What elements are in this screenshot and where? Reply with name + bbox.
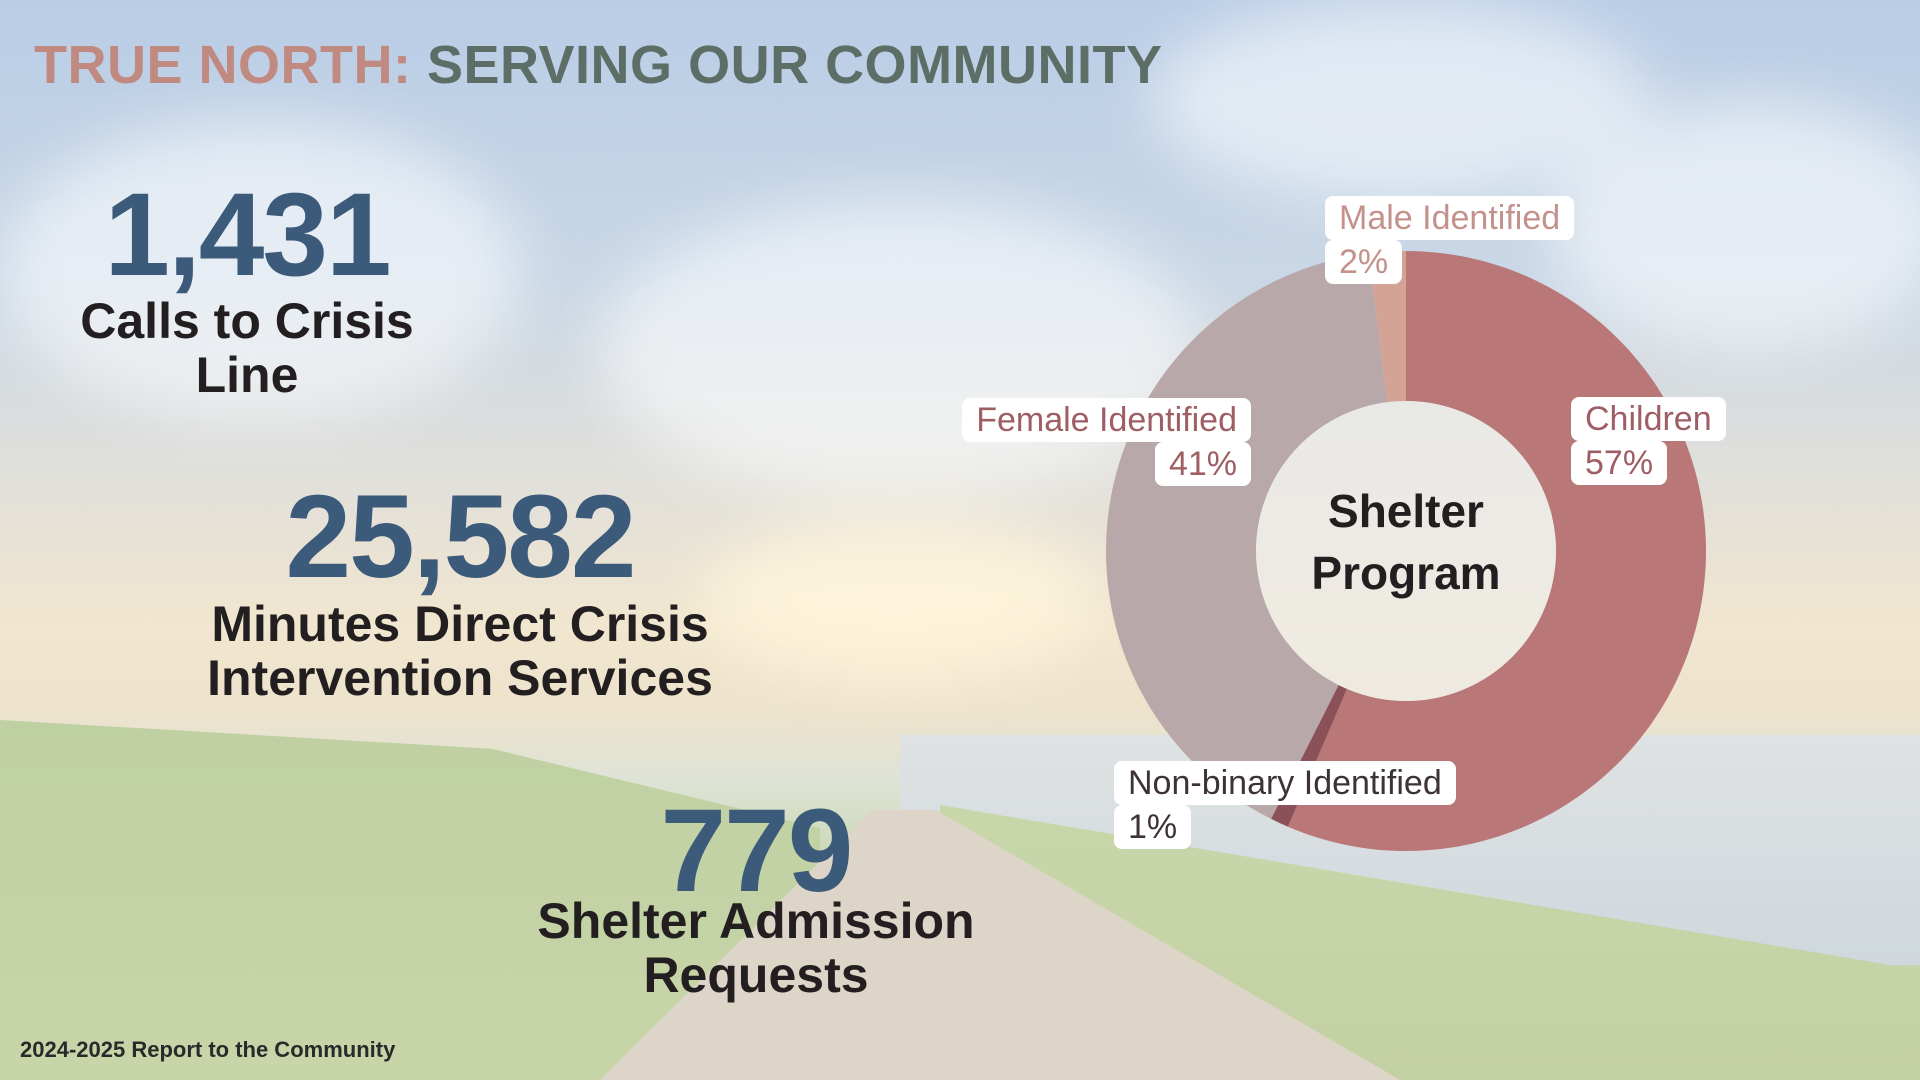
sun-glow xyxy=(700,520,1100,680)
label-value: 2% xyxy=(1325,240,1403,284)
cloud xyxy=(600,200,1200,500)
caption-line: Calls to Crisis xyxy=(80,293,414,349)
stat-value-shelter: 779 xyxy=(660,785,854,917)
donut-center-label: Shelter Program xyxy=(1256,480,1556,604)
stat-value-minutes: 25,582 xyxy=(285,471,637,603)
label-male: Male Identified 2% xyxy=(1325,196,1575,284)
stat-caption-calls: Calls to Crisis Line xyxy=(20,294,474,402)
label-name: Male Identified xyxy=(1325,196,1575,240)
label-name: Non-binary Identified xyxy=(1114,761,1456,805)
caption-line: Intervention Services xyxy=(207,650,713,706)
caption-line: Requests xyxy=(643,947,869,1003)
center-label-line: Shelter xyxy=(1328,485,1484,537)
stat-caption-shelter: Shelter Admission Requests xyxy=(456,894,1056,1002)
caption-line: Shelter Admission xyxy=(537,893,975,949)
donut-hole xyxy=(1256,401,1556,701)
label-children: Children 57% xyxy=(1571,397,1726,485)
cloud xyxy=(1550,100,1920,350)
label-value: 41% xyxy=(1154,442,1251,486)
label-name: Children xyxy=(1571,397,1726,441)
label-value: 1% xyxy=(1114,805,1192,849)
footer: 2024-2025 Report to the Community xyxy=(20,1037,396,1062)
stat-caption-minutes: Minutes Direct Crisis Intervention Servic… xyxy=(100,597,820,705)
label-value: 57% xyxy=(1571,441,1668,485)
slice-female-identified xyxy=(1105,253,1388,819)
page-title: TRUE NORTH: SERVING OUR COMMUNITY xyxy=(34,34,1163,96)
slice-male-identified xyxy=(1368,251,1406,403)
stat-value-calls: 1,431 xyxy=(104,169,391,301)
caption-line: Line xyxy=(195,347,299,403)
cloud xyxy=(0,120,520,420)
label-name: Female Identified xyxy=(962,398,1251,442)
label-non-binary: Non-binary Identified 1% xyxy=(1114,761,1456,849)
center-label-line: Program xyxy=(1311,547,1501,599)
caption-line: Minutes Direct Crisis xyxy=(211,596,709,652)
label-female: Female Identified 41% xyxy=(933,398,1251,486)
title-part1: TRUE NORTH: xyxy=(34,35,412,95)
cloud xyxy=(1150,0,1650,200)
title-part2: SERVING OUR COMMUNITY xyxy=(426,35,1163,95)
